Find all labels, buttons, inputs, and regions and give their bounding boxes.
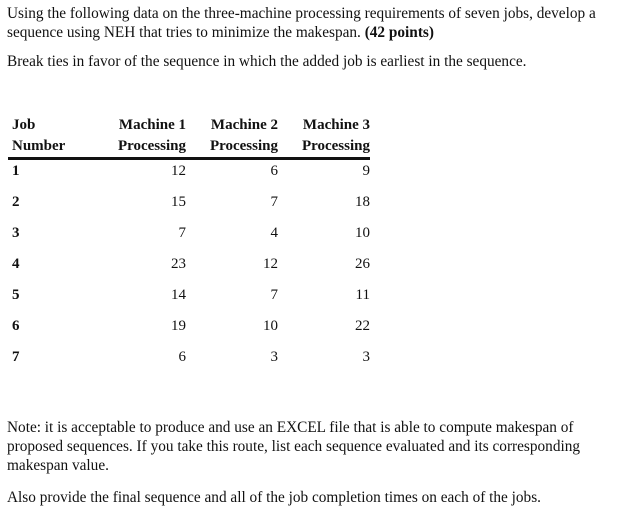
header-job-number-line-1: Job: [12, 117, 36, 133]
machine-1-cell: 6: [178, 349, 187, 365]
machine-3-cell: 9: [362, 163, 371, 179]
table-row: 6 19 10 22: [8, 311, 370, 342]
job-number-cell: 4: [12, 256, 20, 272]
machine-3-cell: 22: [355, 318, 370, 334]
machine-3-cell: 10: [355, 225, 370, 241]
machine-1-cell: 7: [178, 225, 187, 241]
job-number-cell: 1: [12, 163, 20, 179]
machine-3-cell: 3: [362, 349, 371, 365]
header-machine-1-line-2: Processing: [117, 138, 186, 154]
header-machine-2-line-2: Processing: [209, 138, 278, 154]
intro-line-2: sequence using NEH that tries to minimiz…: [7, 24, 365, 41]
header-machine-2-line-1: Machine 2: [210, 117, 278, 133]
intro-line-1: Using the following data on the three-ma…: [7, 5, 596, 22]
machine-1-cell: 15: [171, 194, 186, 210]
job-number-cell: 5: [12, 287, 20, 303]
machine-3-cell: 11: [355, 287, 370, 303]
header-machine-1: Machine 1 Processing: [94, 115, 186, 159]
job-number-cell: 2: [12, 194, 20, 210]
points-label: (42 points): [364, 24, 434, 41]
note-line-3: makespan value.: [7, 457, 109, 474]
machine-3-cell: 18: [355, 194, 370, 210]
table-row: 7 6 3 3: [8, 342, 370, 373]
machine-1-cell: 14: [171, 287, 186, 303]
header-machine-2: Machine 2 Processing: [186, 115, 278, 159]
table-row: 4 23 12 26: [8, 249, 370, 280]
machine-1-cell: 23: [171, 256, 186, 272]
machine-2-cell: 7: [270, 287, 279, 303]
table-body: 1 12 6 9 2 15 7 18 3 7 4 10 4 23 12 26 5 14 7 11 6 19 10 22 7 6 3 3: [8, 159, 370, 374]
job-number-cell: 6: [12, 318, 20, 334]
note-paragraph: Note: it is acceptable to produce and us…: [7, 418, 580, 475]
table-header-row: Job Number Machine 1 Processing Machine 2 P…: [8, 115, 370, 159]
table-row: 2 15 7 18: [8, 187, 370, 218]
final-instruction: Also provide the final sequence and all …: [7, 489, 541, 506]
note-line-2: proposed sequences. If you take this rou…: [7, 438, 581, 455]
job-number-cell: 3: [12, 225, 20, 241]
machine-1-cell: 19: [171, 318, 186, 334]
header-job-number: Job Number: [8, 115, 94, 159]
machine-2-cell: 7: [270, 194, 279, 210]
note-line-1: Note: it is acceptable to produce and us…: [7, 419, 574, 436]
header-machine-3-line-2: Processing: [301, 138, 370, 154]
processing-table: Job Number Machine 1 Processing Machine 2 P…: [8, 115, 370, 373]
machine-2-cell: 12: [263, 256, 278, 272]
header-machine-3: Machine 3 Processing: [278, 115, 370, 159]
intro-paragraph: Using the following data on the three-ma…: [7, 4, 596, 42]
tie-break-text: Break ties in favor of the sequence in w…: [7, 53, 527, 70]
header-machine-1-line-1: Machine 1: [118, 117, 186, 133]
machine-2-cell: 6: [270, 163, 279, 179]
job-number-cell: 7: [12, 349, 20, 365]
machine-2-cell: 3: [270, 349, 279, 365]
header-machine-3-line-1: Machine 3: [302, 117, 370, 133]
machine-1-cell: 12: [171, 163, 186, 179]
table-row: 3 7 4 10: [8, 218, 370, 249]
machine-2-cell: 4: [270, 225, 279, 241]
machine-2-cell: 10: [263, 318, 278, 334]
machine-3-cell: 26: [355, 256, 370, 272]
table-row: 5 14 7 11: [8, 280, 370, 311]
table-row: 1 12 6 9: [8, 159, 370, 188]
header-job-number-line-2: Number: [12, 138, 66, 154]
